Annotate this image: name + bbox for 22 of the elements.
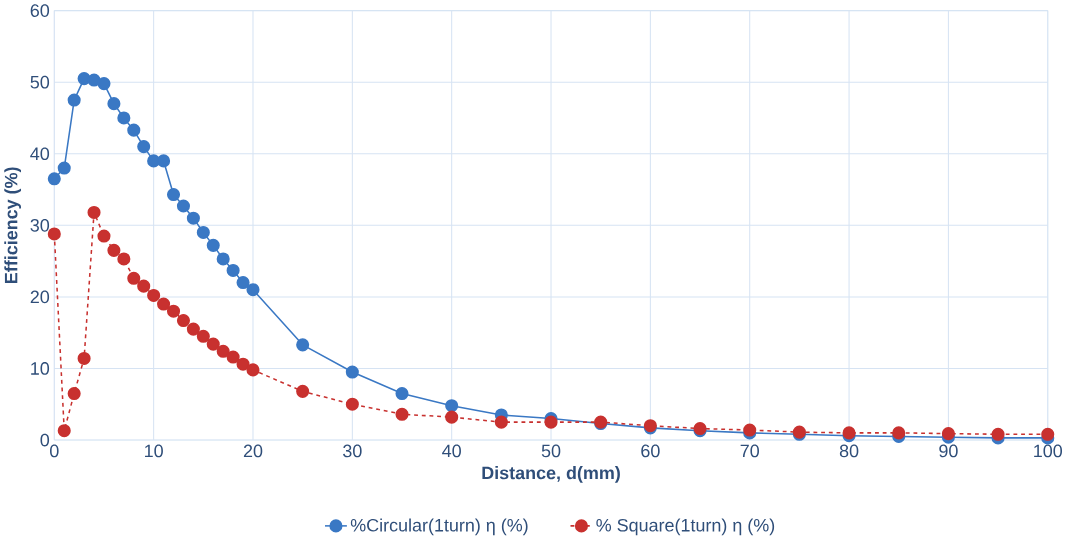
legend-label: %Circular(1turn) η (%)	[350, 518, 528, 535]
y-tick-label: 40	[30, 147, 50, 160]
legend-label: % Square(1turn) η (%)	[596, 518, 775, 535]
y-tick-label: 0	[40, 433, 50, 447]
y-axis-title: Efficiency (%)	[4, 167, 21, 283]
x-tick-label: 30	[343, 444, 362, 458]
x-axis-title: Distance, d(mm)	[482, 465, 620, 483]
x-tick-label: 20	[243, 444, 263, 458]
x-tick-label: 70	[740, 444, 759, 458]
x-tick-label: 60	[641, 444, 660, 458]
y-tick-label: 50	[30, 75, 50, 89]
y-tick-label: 30	[30, 218, 50, 232]
y-tick-label: 60	[30, 4, 50, 17]
x-tick-label: 40	[442, 444, 461, 458]
x-tick-label: 90	[939, 444, 958, 458]
x-tick-label: 0	[50, 444, 59, 458]
x-tick-label: 10	[145, 444, 163, 458]
y-tick-label: 20	[30, 290, 50, 304]
y-tick-label: 10	[31, 361, 50, 375]
x-tick-label: 50	[541, 444, 561, 458]
x-tick-label: 100	[1034, 444, 1063, 458]
x-tick-label: 80	[839, 444, 859, 458]
